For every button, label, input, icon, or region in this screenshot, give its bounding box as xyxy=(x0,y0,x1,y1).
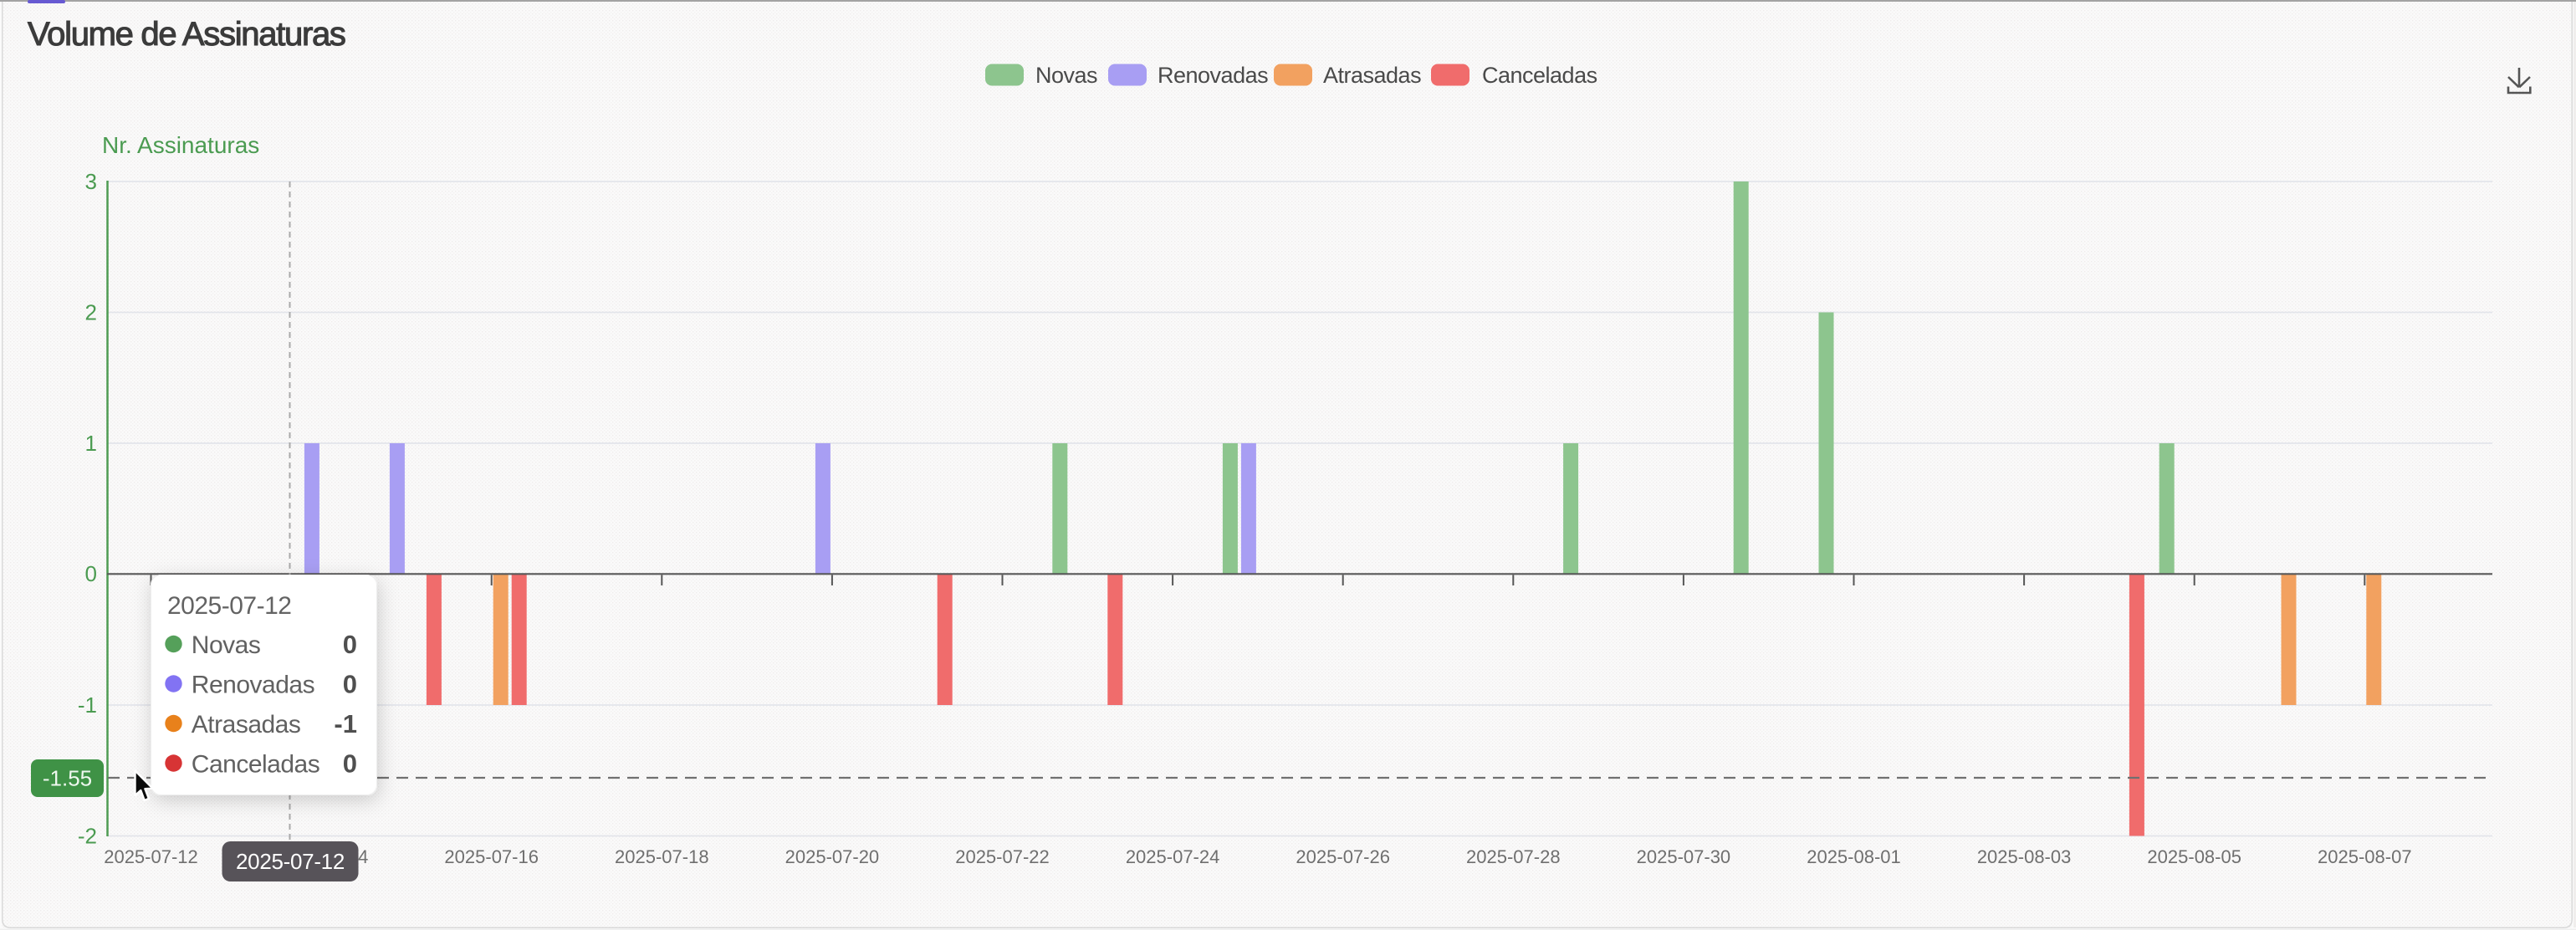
svg-text:2: 2 xyxy=(85,300,97,325)
svg-text:Atrasadas: Atrasadas xyxy=(192,711,301,738)
svg-text:2025-07-16: 2025-07-16 xyxy=(444,846,539,867)
svg-text:Nr. Assinaturas: Nr. Assinaturas xyxy=(102,132,259,158)
svg-text:Canceladas: Canceladas xyxy=(192,751,319,779)
svg-text:2025-07-28: 2025-07-28 xyxy=(1466,846,1561,867)
svg-text:2025-07-24: 2025-07-24 xyxy=(1126,846,1220,867)
svg-text:-1: -1 xyxy=(78,692,97,718)
svg-text:Renovadas: Renovadas xyxy=(1158,63,1268,88)
svg-text:-1.55: -1.55 xyxy=(43,766,92,791)
svg-text:2025-07-20: 2025-07-20 xyxy=(785,846,880,867)
svg-text:2025-07-18: 2025-07-18 xyxy=(615,846,709,867)
svg-text:2025-08-07: 2025-08-07 xyxy=(2318,846,2412,867)
svg-text:2025-07-12: 2025-07-12 xyxy=(236,849,345,874)
svg-text:0: 0 xyxy=(343,749,357,779)
svg-text:2025-07-30: 2025-07-30 xyxy=(1637,846,1731,867)
svg-text:Novas: Novas xyxy=(192,631,261,659)
svg-text:2025-07-12: 2025-07-12 xyxy=(167,592,291,620)
svg-text:2025-07-26: 2025-07-26 xyxy=(1296,846,1390,867)
svg-text:Volume de Assinaturas: Volume de Assinaturas xyxy=(28,16,345,53)
svg-text:0: 0 xyxy=(343,630,357,659)
svg-text:Novas: Novas xyxy=(1035,63,1097,88)
svg-text:Atrasadas: Atrasadas xyxy=(1323,63,1421,88)
svg-text:2025-08-01: 2025-08-01 xyxy=(1807,846,1901,867)
svg-text:2025-08-03: 2025-08-03 xyxy=(1977,846,2072,867)
svg-text:2025-07-12: 2025-07-12 xyxy=(104,846,198,867)
svg-text:2025-08-05: 2025-08-05 xyxy=(2147,846,2241,867)
svg-text:0: 0 xyxy=(343,670,357,699)
svg-text:0: 0 xyxy=(85,561,97,586)
svg-text:-1: -1 xyxy=(334,709,357,738)
svg-text:Renovadas: Renovadas xyxy=(192,672,314,699)
svg-text:1: 1 xyxy=(85,431,97,456)
svg-text:-2: -2 xyxy=(78,824,97,849)
svg-text:3: 3 xyxy=(85,169,97,194)
svg-text:Canceladas: Canceladas xyxy=(1482,63,1597,88)
svg-text:2025-07-22: 2025-07-22 xyxy=(955,846,1050,867)
